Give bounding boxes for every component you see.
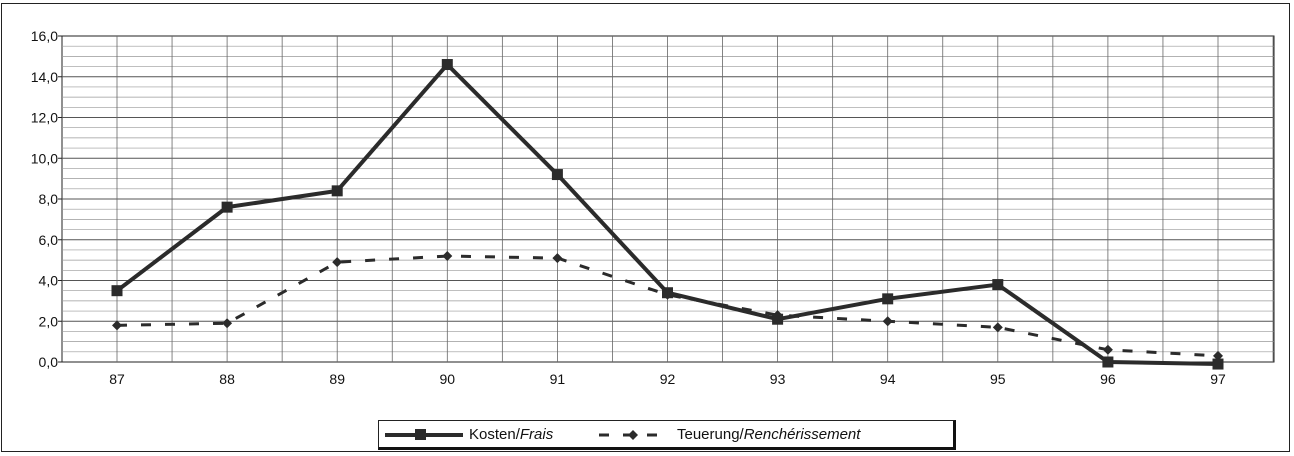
- data-point: [222, 318, 233, 329]
- x-tick-label: 90: [440, 371, 456, 387]
- x-tick-label: 96: [1100, 371, 1116, 387]
- legend-label-teuerung: Teuerung/Renchérissement: [677, 426, 861, 443]
- legend-label-kosten: Kosten/Frais: [469, 426, 554, 443]
- data-point: [992, 322, 1003, 333]
- data-point: [551, 169, 563, 181]
- data-point: [1212, 358, 1224, 370]
- y-tick-label: 16,0: [31, 28, 58, 44]
- data-point: [331, 185, 343, 197]
- y-tick-label: 6,0: [39, 232, 59, 248]
- y-tick-label: 2,0: [39, 313, 59, 329]
- legend-swatch-kosten: [385, 429, 463, 440]
- y-tick-label: 12,0: [31, 110, 58, 126]
- y-tick-label: 8,0: [39, 191, 59, 207]
- data-point: [221, 201, 233, 213]
- data-point: [772, 313, 784, 325]
- data-point: [1102, 356, 1114, 368]
- series-kosten: [111, 59, 1224, 370]
- x-tick-label: 87: [109, 371, 125, 387]
- x-tick-label: 92: [660, 371, 676, 387]
- grid: [61, 35, 1275, 363]
- data-point: [1213, 350, 1223, 361]
- x-axis-ticks: 87 88 89 90 91 92 93 94 95 96 97: [109, 371, 1226, 387]
- data-point: [332, 257, 343, 268]
- data-point: [112, 320, 122, 331]
- y-tick-label: 0,0: [39, 354, 59, 370]
- chart-frame: [1, 3, 1290, 452]
- data-point: [552, 253, 563, 264]
- data-point: [662, 287, 673, 299]
- data-point: [111, 285, 123, 297]
- x-tick-label: 95: [990, 371, 1006, 387]
- x-tick-label: 94: [880, 371, 896, 387]
- data-point: [442, 251, 453, 262]
- data-point: [992, 279, 1004, 291]
- legend-swatch-teuerung: [599, 430, 671, 440]
- series-layer: [111, 59, 1224, 370]
- y-tick-label: 14,0: [31, 69, 58, 85]
- legend: Kosten/Frais Teuerung/Renchérissement: [378, 420, 956, 450]
- y-tick-label: 10,0: [31, 150, 58, 166]
- x-tick-label: 93: [770, 371, 786, 387]
- series-line: [116, 254, 1219, 358]
- data-point: [882, 316, 893, 327]
- y-tick-label: 4,0: [39, 273, 59, 289]
- x-tick-label: 88: [219, 371, 235, 387]
- x-tick-label: 89: [329, 371, 345, 387]
- x-tick-label: 97: [1210, 371, 1226, 387]
- x-tick-label: 91: [550, 371, 566, 387]
- y-axis-ticks: 16,0 14,0 12,0 10,0 8,0 6,0 4,0 2,0 0,0: [31, 28, 62, 370]
- data-point: [441, 59, 453, 71]
- data-point: [1102, 344, 1113, 355]
- data-point: [882, 293, 894, 305]
